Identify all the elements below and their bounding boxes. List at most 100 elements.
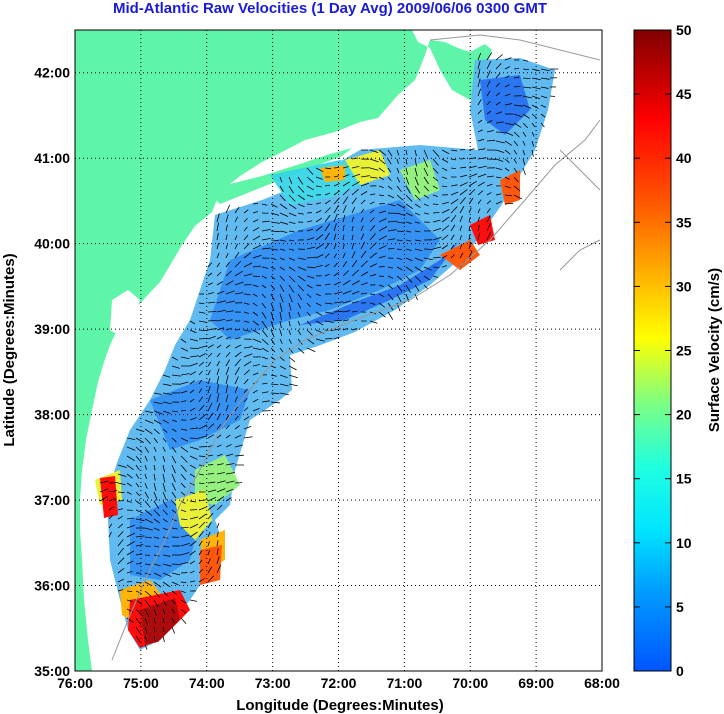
velocity-vector xyxy=(414,230,421,233)
velocity-vector xyxy=(162,428,168,433)
velocity-vector xyxy=(207,301,216,304)
velocity-vector xyxy=(306,293,312,298)
x-tick-label: 70:00 xyxy=(452,675,488,691)
velocity-vector xyxy=(108,531,112,538)
velocity-vector xyxy=(387,266,393,269)
velocity-vector xyxy=(144,644,148,650)
velocity-vector xyxy=(360,217,364,223)
velocity-vector xyxy=(162,410,171,414)
velocity-vector xyxy=(126,491,132,495)
velocity-vector xyxy=(324,337,333,340)
velocity-vector xyxy=(225,434,231,439)
velocity-vector xyxy=(432,185,438,189)
velocity-vector xyxy=(324,311,334,314)
velocity-vector xyxy=(180,347,189,352)
velocity-vector xyxy=(540,122,545,128)
velocity-vector xyxy=(288,203,297,210)
velocity-vector xyxy=(126,581,133,583)
velocity-vector xyxy=(288,383,298,387)
velocity-vector xyxy=(522,149,525,156)
velocity-vector xyxy=(342,310,351,313)
velocity-vector xyxy=(522,167,526,176)
velocity-vector xyxy=(153,419,162,425)
velocity-vector xyxy=(207,335,216,340)
colorbar-tick-label: 30 xyxy=(676,278,692,294)
velocity-vector xyxy=(432,275,439,278)
velocity-vector xyxy=(522,158,526,165)
velocity-vector xyxy=(279,275,285,282)
velocity-vector xyxy=(117,464,127,468)
velocity-vector xyxy=(540,77,550,80)
velocity-vector xyxy=(306,347,316,352)
colorbar-tick-label: 40 xyxy=(676,150,692,166)
velocity-vector xyxy=(225,214,229,223)
velocity-vector xyxy=(189,329,197,334)
velocity-vector xyxy=(477,199,482,205)
velocity-vector xyxy=(234,444,243,448)
velocity-vector xyxy=(423,167,429,177)
velocity-vector xyxy=(225,444,232,448)
velocity-vector xyxy=(315,217,323,223)
velocity-vector xyxy=(171,509,177,514)
velocity-vector xyxy=(126,464,134,471)
velocity-vector xyxy=(261,338,269,346)
velocity-vector xyxy=(117,589,124,592)
velocity-vector xyxy=(387,220,397,223)
velocity-vector xyxy=(342,261,348,268)
velocity-vector xyxy=(396,167,400,174)
velocity-vector xyxy=(207,282,213,286)
velocity-vector xyxy=(396,221,405,224)
velocity-vector xyxy=(243,360,252,367)
velocity-vector xyxy=(252,284,259,288)
velocity-vector xyxy=(279,293,284,303)
colorbar-tick-label: 45 xyxy=(676,86,692,102)
velocity-vector xyxy=(297,302,301,309)
velocity-vector xyxy=(216,352,221,358)
velocity-vector xyxy=(297,185,305,193)
velocity-vector xyxy=(360,282,368,286)
velocity-vector xyxy=(153,617,156,624)
velocity-vector xyxy=(198,424,208,430)
velocity-vector xyxy=(234,396,238,403)
velocity-vector xyxy=(252,311,258,316)
velocity-vector xyxy=(108,523,113,529)
velocity-vector xyxy=(99,496,108,502)
velocity-vector xyxy=(135,464,140,471)
velocity-vector xyxy=(153,527,160,531)
velocity-vector xyxy=(207,344,215,349)
velocity-vector xyxy=(306,220,313,223)
velocity-vector xyxy=(126,455,135,461)
velocity-vector xyxy=(171,563,181,566)
velocity-vector xyxy=(360,271,369,277)
velocity-vector xyxy=(153,455,156,461)
velocity-vector xyxy=(477,165,487,169)
velocity-vector xyxy=(504,202,514,205)
delaware-bay xyxy=(110,290,140,336)
velocity-vector xyxy=(144,464,148,470)
velocity-vector xyxy=(342,252,346,259)
velocity-vector xyxy=(162,626,165,633)
velocity-vector xyxy=(144,437,151,445)
velocity-vector xyxy=(297,293,303,301)
velocity-vector xyxy=(153,536,160,539)
velocity-vector xyxy=(387,284,394,290)
velocity-vector xyxy=(135,581,142,584)
velocity-vector xyxy=(189,531,198,538)
velocity-vector xyxy=(234,367,240,376)
velocity-vector xyxy=(324,184,331,187)
velocity-vector xyxy=(405,230,412,233)
velocity-vector xyxy=(450,198,459,205)
velocity-vector xyxy=(153,590,161,598)
velocity-vector xyxy=(306,246,316,250)
velocity-vector xyxy=(306,311,311,317)
velocity-vector xyxy=(477,216,480,223)
velocity-vector xyxy=(369,302,376,305)
velocity-vector xyxy=(432,194,438,197)
x-tick-label: 72:00 xyxy=(321,675,357,691)
velocity-vector xyxy=(198,320,207,323)
velocity-vector xyxy=(126,608,134,613)
colorbar-ticks: 0 5 10 15 20 25 30 35 40 45 50 xyxy=(634,22,692,679)
y-axis-label: Latitude (Degrees:Minutes) xyxy=(1,253,18,446)
velocity-vector xyxy=(522,122,528,129)
velocity-vector xyxy=(144,509,153,516)
